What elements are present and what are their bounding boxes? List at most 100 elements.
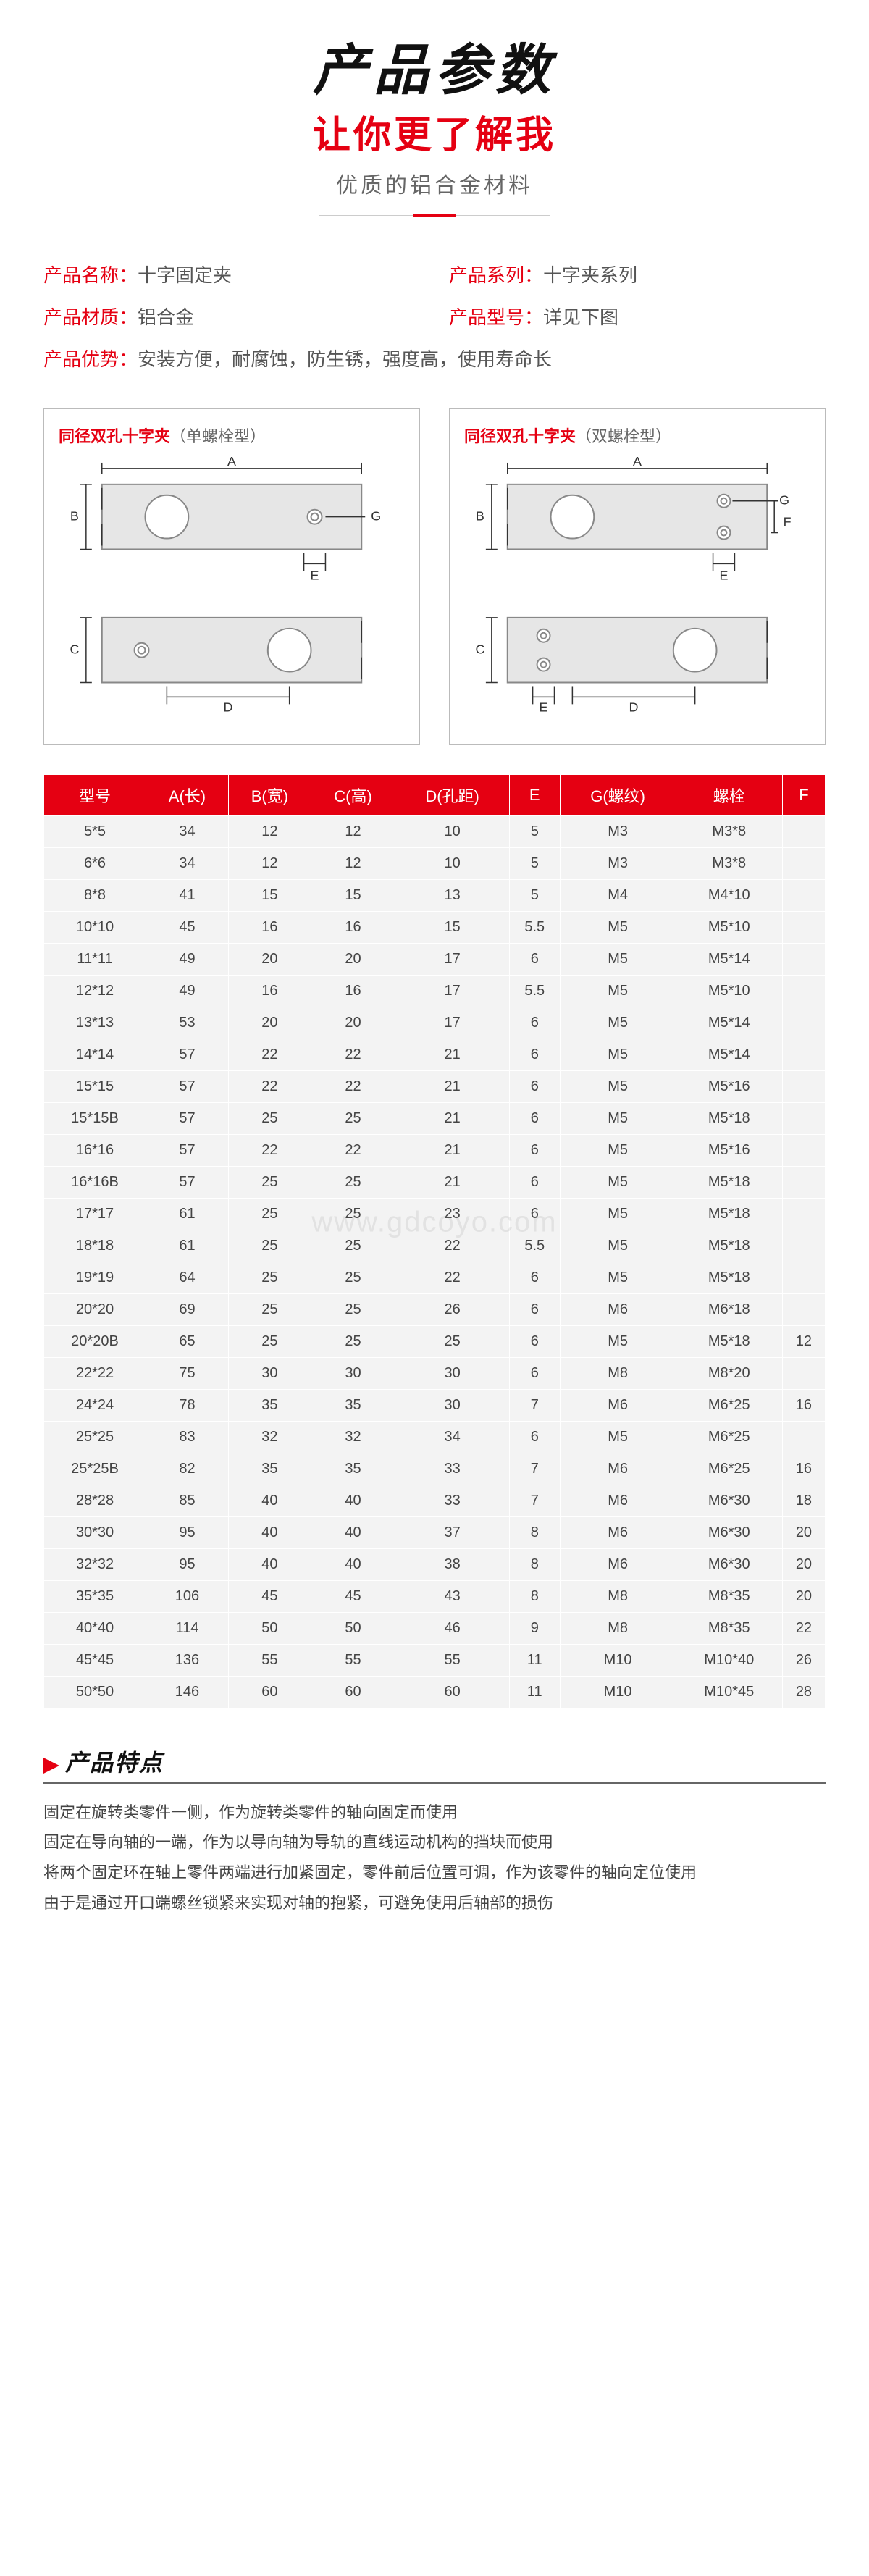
table-cell: 25 (228, 1293, 311, 1325)
svg-text:D: D (224, 700, 233, 715)
spec-row: 产品名称：十字固定夹 (43, 253, 420, 295)
table-cell: 45 (311, 1580, 395, 1612)
table-header: D(孔距) (395, 774, 510, 815)
hero-title: 产品参数 (29, 43, 840, 98)
table-cell: 15 (228, 879, 311, 911)
table-cell: 78 (146, 1389, 228, 1421)
table-row: 17*17612525236M5M5*18 (44, 1198, 826, 1230)
table-row: 19*19642525226M5M5*18 (44, 1262, 826, 1293)
table-cell: 6 (510, 1357, 561, 1389)
spec-row: 产品优势：安装方便，耐腐蚀，防生锈，强度高，使用寿命长 (43, 337, 826, 379)
table-cell: 34 (146, 847, 228, 879)
table-cell: M5*14 (676, 943, 782, 975)
table-cell: 95 (146, 1516, 228, 1548)
table-cell: 11 (510, 1676, 561, 1708)
table-cell: M5*18 (676, 1230, 782, 1262)
table-row: 13*13532020176M5M5*14 (44, 1007, 826, 1039)
table-cell: 24*24 (44, 1389, 146, 1421)
table-cell: M5 (560, 1166, 676, 1198)
features-bullet-icon (43, 1758, 59, 1774)
table-cell: 45 (228, 1580, 311, 1612)
table-row: 32*32954040388M6M6*3020 (44, 1548, 826, 1580)
table-row: 20*20692525266M6M6*18 (44, 1293, 826, 1325)
svg-text:C: C (475, 642, 484, 657)
table-cell: 30*30 (44, 1516, 146, 1548)
table-cell: 41 (146, 879, 228, 911)
table-cell: 60 (395, 1676, 510, 1708)
table-cell: 12 (311, 815, 395, 847)
table-cell (782, 975, 825, 1007)
table-cell: M6*25 (676, 1389, 782, 1421)
table-cell: 106 (146, 1580, 228, 1612)
table-cell: 50 (228, 1612, 311, 1644)
table-cell: M8 (560, 1580, 676, 1612)
table-cell: M6*25 (676, 1421, 782, 1453)
table-row: 5*5341212105M3M3*8 (44, 815, 826, 847)
table-cell: 40 (311, 1516, 395, 1548)
table-cell (782, 1007, 825, 1039)
table-cell: 82 (146, 1453, 228, 1485)
table-cell: 21 (395, 1166, 510, 1198)
table-cell: 57 (146, 1039, 228, 1070)
table-row: 25*25833232346M5M6*25 (44, 1421, 826, 1453)
table-cell: 6 (510, 1421, 561, 1453)
table-cell: 16 (782, 1453, 825, 1485)
table-cell: 16*16 (44, 1134, 146, 1166)
table-cell: 17*17 (44, 1198, 146, 1230)
table-cell: 75 (146, 1357, 228, 1389)
table-cell: 20 (228, 943, 311, 975)
table-cell (782, 1166, 825, 1198)
svg-text:B: B (476, 509, 484, 524)
table-cell: 46 (395, 1612, 510, 1644)
table-cell: 21 (395, 1039, 510, 1070)
svg-text:C: C (70, 642, 79, 657)
table-cell: 23 (395, 1198, 510, 1230)
table-cell: 6 (510, 1293, 561, 1325)
table-cell: M4 (560, 879, 676, 911)
svg-text:A: A (633, 456, 642, 469)
table-cell: M5 (560, 1039, 676, 1070)
table-cell: M5 (560, 1102, 676, 1134)
table-header: F (782, 774, 825, 815)
table-row: 6*6341212105M3M3*8 (44, 847, 826, 879)
table-row: 16*16B572525216M5M5*18 (44, 1166, 826, 1198)
table-cell: 60 (311, 1676, 395, 1708)
table-cell: 60 (228, 1676, 311, 1708)
diagram-left-note: （单螺栓型） (170, 427, 266, 445)
spec-row: 产品型号：详见下图 (449, 295, 826, 337)
diagram-right: 同径双孔十字夹（双螺栓型） A (449, 408, 826, 745)
table-cell: 12 (782, 1325, 825, 1357)
table-cell: 21 (395, 1102, 510, 1134)
table-cell: 6 (510, 1039, 561, 1070)
table-cell: 7 (510, 1485, 561, 1516)
features-header: 产品特点 (43, 1745, 826, 1784)
table-cell: M5 (560, 1198, 676, 1230)
spec-label: 产品材质： (43, 303, 138, 330)
table-cell: 28 (782, 1676, 825, 1708)
table-cell (782, 1262, 825, 1293)
table-cell: 17 (395, 1007, 510, 1039)
table-cell: M10*40 (676, 1644, 782, 1676)
diagram-left-bold: 同径双孔十字夹 (59, 427, 170, 445)
table-cell: M10*45 (676, 1676, 782, 1708)
table-row: 40*401145050469M8M8*3522 (44, 1612, 826, 1644)
table-cell: 40 (228, 1485, 311, 1516)
table-row: 28*28854040337M6M6*3018 (44, 1485, 826, 1516)
table-cell: 32 (311, 1421, 395, 1453)
table-cell: 20 (782, 1548, 825, 1580)
table-cell: 83 (146, 1421, 228, 1453)
spec-row: 产品材质：铝合金 (43, 295, 420, 337)
spec-label: 产品名称： (43, 261, 138, 288)
table-cell (782, 1198, 825, 1230)
spec-value: 详见下图 (543, 303, 618, 330)
table-cell: 25 (228, 1102, 311, 1134)
table-cell: 22 (228, 1134, 311, 1166)
table-row: 15*15B572525216M5M5*18 (44, 1102, 826, 1134)
table-cell: 16 (311, 911, 395, 943)
table-cell: 65 (146, 1325, 228, 1357)
table-cell: 16*16B (44, 1166, 146, 1198)
table-cell: 20 (311, 943, 395, 975)
table-cell: 40 (228, 1516, 311, 1548)
table-cell: M5 (560, 1134, 676, 1166)
diagram-left: 同径双孔十字夹（单螺栓型） A B (43, 408, 420, 745)
